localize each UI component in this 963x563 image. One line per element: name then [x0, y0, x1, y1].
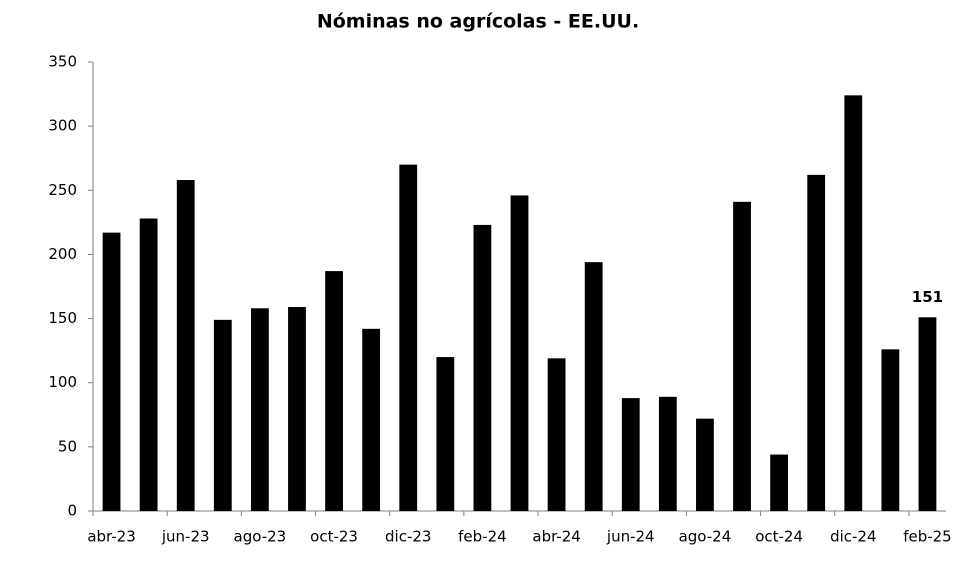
x-tick-label: oct-23: [310, 528, 358, 546]
x-tick-label: dic-23: [385, 528, 431, 546]
x-tick-label: abr-24: [532, 528, 580, 546]
bar: [510, 195, 529, 511]
bar: [399, 164, 418, 511]
bar: [213, 319, 232, 511]
bar: [436, 357, 455, 511]
bar: [102, 232, 121, 511]
bar: [325, 271, 343, 511]
bar: [918, 317, 937, 511]
bar: [881, 349, 900, 511]
bar: [547, 358, 566, 511]
bar: [473, 224, 492, 511]
y-tick-label: 0: [67, 502, 77, 520]
x-tick-label: feb-24: [458, 528, 507, 546]
x-tick-label: ago-23: [234, 528, 287, 546]
y-tick-label: 300: [48, 117, 77, 135]
bar: [288, 307, 306, 511]
bar: [807, 174, 826, 512]
x-tick-label: jun-23: [161, 528, 210, 546]
bar: [696, 418, 714, 511]
y-tick-label: 100: [48, 373, 77, 391]
y-tick-label: 250: [48, 181, 77, 199]
y-tick-label: 50: [58, 437, 77, 455]
bar: [621, 398, 640, 511]
x-tick-label: abr-23: [87, 528, 135, 546]
x-tick-label: jun-24: [606, 528, 655, 546]
value-label: 151: [912, 288, 943, 306]
bar: [250, 308, 269, 511]
x-tick-label: ago-24: [679, 528, 732, 546]
bar: [362, 328, 381, 511]
y-tick-label: 350: [48, 53, 77, 71]
bar: [176, 180, 195, 511]
bar: [584, 262, 603, 511]
y-tick-label: 150: [48, 309, 77, 327]
bar: [658, 396, 677, 511]
chart-title: Nóminas no agrícolas - EE.UU.: [317, 11, 639, 33]
bar: [139, 218, 158, 511]
x-tick-label: dic-24: [830, 528, 876, 546]
bar: [733, 201, 751, 511]
x-tick-label: oct-24: [755, 528, 803, 546]
x-tick-label: feb-25: [903, 528, 952, 546]
y-tick-label: 200: [48, 245, 77, 263]
bar: [770, 454, 789, 511]
bar: [844, 95, 863, 512]
